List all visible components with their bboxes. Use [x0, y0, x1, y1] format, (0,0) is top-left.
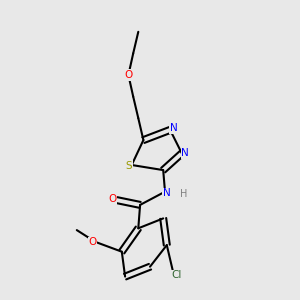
Text: O: O [108, 194, 117, 205]
Text: N: N [169, 123, 177, 134]
Text: O: O [124, 70, 133, 80]
Text: N: N [181, 148, 189, 158]
Text: Cl: Cl [172, 270, 182, 280]
Text: H: H [180, 189, 187, 199]
Text: O: O [88, 237, 97, 248]
Text: N: N [163, 188, 170, 199]
Text: S: S [126, 160, 132, 171]
